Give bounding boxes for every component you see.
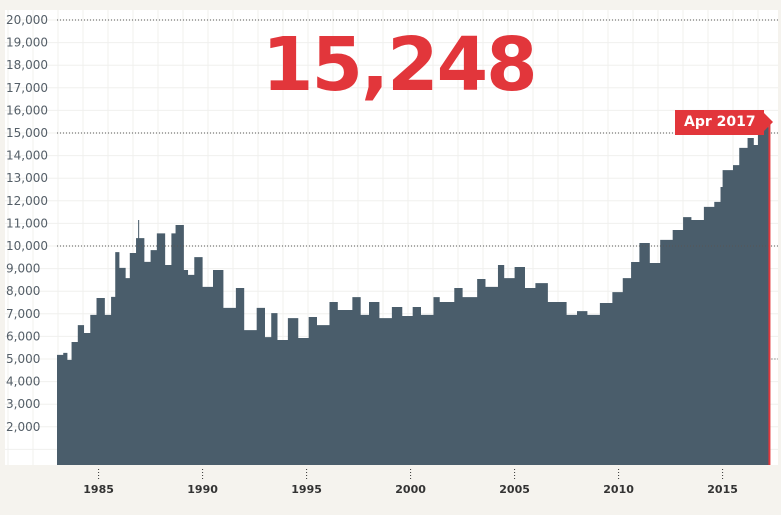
- y-tick-label: 5,000: [6, 352, 40, 366]
- x-tick-label: 2000: [395, 483, 426, 496]
- area-path: [57, 125, 770, 465]
- y-tick-label: 14,000: [6, 149, 48, 163]
- y-tick-label: 7,000: [6, 307, 40, 321]
- x-tick-label: 2010: [603, 483, 634, 496]
- latest-date-badge: Apr 2017: [675, 110, 773, 135]
- y-tick-label: 18,000: [6, 58, 48, 72]
- x-tick-label: 1985: [83, 483, 114, 496]
- y-tick-label: 11,000: [6, 216, 48, 230]
- y-tick-label: 6,000: [6, 329, 40, 343]
- y-axis: 2,000 3,000 4,000 5,000 6,000 7,000 8,000 9,000…: [6, 13, 48, 434]
- y-tick-label: 17,000: [6, 81, 48, 95]
- x-tick-label: 1995: [291, 483, 322, 496]
- y-tick-label: 2,000: [6, 420, 40, 434]
- x-axis: 1985 1990 1995 2000 2005 2010 2015: [83, 469, 738, 496]
- y-tick-label: 8,000: [6, 284, 40, 298]
- y-tick-label: 15,000: [6, 126, 48, 140]
- y-tick-label: 4,000: [6, 375, 40, 389]
- x-tick-label: 2005: [499, 483, 530, 496]
- y-tick-label: 16,000: [6, 103, 48, 117]
- reference-lines: [57, 19, 778, 360]
- y-tick-label: 13,000: [6, 171, 48, 185]
- y-tick-label: 10,000: [6, 239, 48, 253]
- x-tick-label: 2015: [707, 483, 738, 496]
- y-tick-label: 9,000: [6, 262, 40, 276]
- series-area: [57, 125, 770, 465]
- y-tick-label: 12,000: [6, 194, 48, 208]
- y-tick-label: 19,000: [6, 36, 48, 50]
- headline-value: 15,248: [262, 22, 538, 108]
- y-tick-label: 3,000: [6, 397, 40, 411]
- x-tick-label: 1990: [187, 483, 218, 496]
- y-tick-label: 20,000: [6, 13, 48, 27]
